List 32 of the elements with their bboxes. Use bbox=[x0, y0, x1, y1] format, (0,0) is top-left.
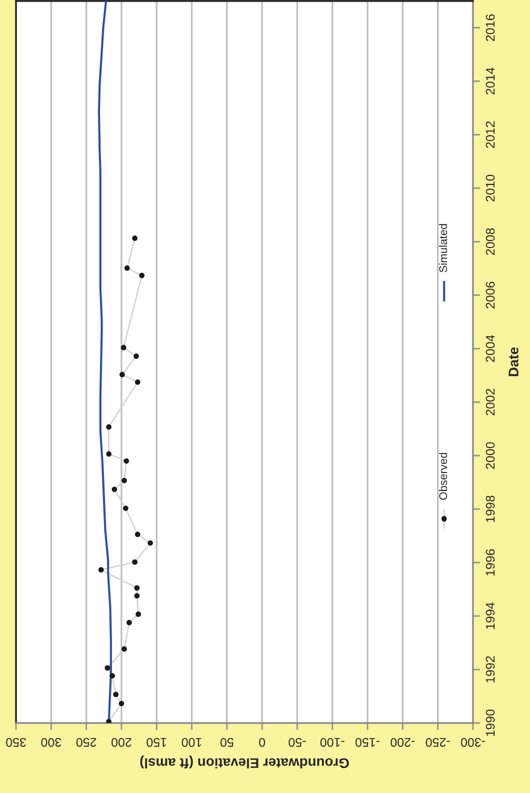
x-tick-label: -200 bbox=[390, 738, 415, 747]
x-axis-title: Groundwater Elevation (ft amsl) bbox=[140, 755, 349, 768]
y-tick-label: 1998 bbox=[486, 496, 495, 522]
y-tick-label: 2000 bbox=[486, 442, 495, 469]
x-tick-label: 300 bbox=[41, 738, 62, 747]
x-tick-label: -100 bbox=[320, 738, 344, 747]
x-tick-label: 200 bbox=[112, 738, 132, 747]
x-tick-label: -300 bbox=[460, 738, 485, 747]
text: Observed bbox=[438, 452, 448, 500]
y-axis-title: Date bbox=[508, 347, 518, 376]
y-tick-label: 2002 bbox=[486, 388, 495, 416]
y-tick-label: 2006 bbox=[486, 282, 495, 308]
y-tick-label: 1996 bbox=[486, 549, 495, 576]
y-tick-label: 1994 bbox=[486, 602, 495, 629]
x-tick-label: 250 bbox=[76, 738, 96, 747]
x-tick-label: 50 bbox=[220, 738, 234, 747]
y-tick-label: 2008 bbox=[486, 228, 495, 255]
y-tick-label: 2016 bbox=[486, 14, 495, 41]
x-tick-label: 0 bbox=[259, 738, 266, 747]
x-tick-label: -250 bbox=[426, 738, 450, 747]
y-tick-label: 2010 bbox=[486, 174, 495, 202]
x-tick-label: 150 bbox=[146, 738, 166, 747]
x-tick-label: 350 bbox=[6, 738, 26, 747]
text: Simulated bbox=[438, 224, 448, 272]
x-tick-label: 100 bbox=[182, 738, 202, 747]
y-tick-label: 2014 bbox=[486, 68, 495, 94]
x-tick-label: -50 bbox=[288, 738, 306, 747]
x-tick-label: -150 bbox=[356, 738, 380, 747]
y-tick-label: 1992 bbox=[486, 656, 495, 682]
y-tick-label: 2004 bbox=[486, 335, 495, 362]
y-tick-label: 1990 bbox=[486, 710, 495, 736]
y-tick-label: 2012 bbox=[486, 121, 495, 148]
